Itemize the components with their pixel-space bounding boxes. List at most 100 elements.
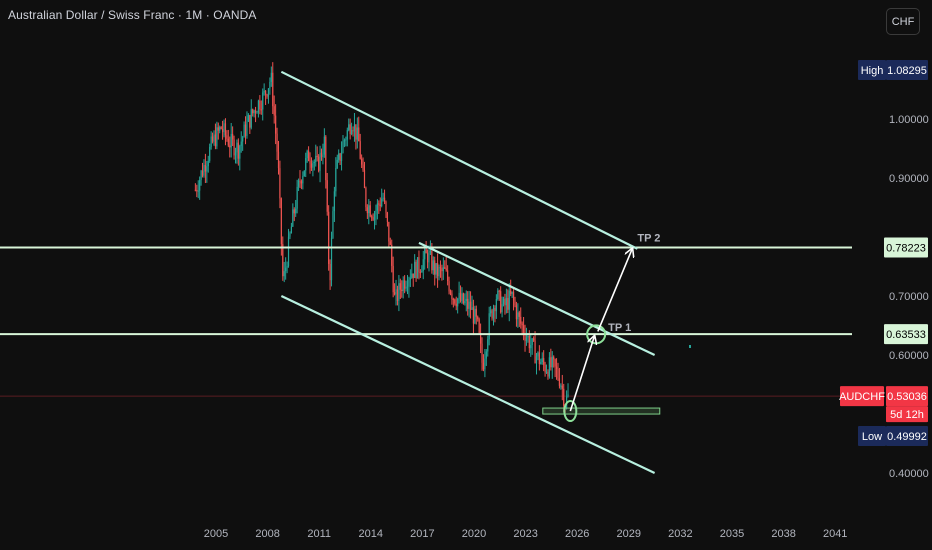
candle-body	[508, 290, 510, 310]
candle-body	[457, 298, 459, 307]
high-value-box	[886, 60, 928, 81]
candle-body	[469, 301, 472, 310]
candle-body	[302, 176, 304, 184]
candle-body	[468, 301, 470, 309]
candle-body	[365, 188, 367, 208]
candle-body	[462, 293, 464, 304]
candle-body	[350, 130, 353, 135]
candle-body	[398, 283, 400, 301]
high-label-text: High	[861, 65, 884, 77]
candle-body	[464, 301, 466, 304]
candle-body	[474, 308, 476, 324]
candle-body	[477, 316, 479, 320]
candle-body	[332, 211, 334, 238]
candle-body	[521, 323, 523, 326]
x-tick-2023: 2023	[513, 528, 537, 540]
audchf-symbol-text: AUDCHF	[839, 391, 885, 403]
candle-body	[475, 308, 477, 317]
candle-body	[553, 356, 555, 360]
candle-body	[501, 304, 503, 313]
candle-body	[439, 267, 442, 269]
candle-body	[455, 303, 457, 307]
candle-body	[204, 164, 206, 172]
candle-body	[382, 197, 384, 199]
candle-body	[246, 121, 248, 136]
candle-body	[307, 150, 310, 161]
low-label-text: Low	[862, 431, 882, 443]
candle-body	[431, 250, 433, 271]
candle-body	[363, 170, 366, 189]
candle-body	[200, 170, 202, 180]
candle-body	[216, 127, 218, 147]
candle-body	[242, 137, 244, 142]
candle-body	[280, 198, 282, 245]
candle-body	[352, 130, 354, 132]
candle-body	[224, 123, 227, 136]
candle-body	[392, 265, 394, 293]
candle-body	[561, 385, 563, 389]
candle-body	[527, 335, 529, 338]
y-tick-0.40000: 0.40000	[889, 468, 929, 480]
y-tick-0.90000: 0.90000	[889, 173, 929, 185]
candle-body	[538, 352, 540, 365]
low-value-text: 0.49992	[887, 431, 927, 443]
candle-body	[418, 257, 420, 273]
candle-body	[484, 358, 486, 370]
candle-body	[396, 289, 399, 301]
candle-body	[425, 249, 427, 254]
candle-body	[214, 134, 217, 147]
audchf-countdown-box	[886, 406, 928, 423]
x-tick-2011: 2011	[307, 528, 331, 540]
candle-body	[471, 307, 473, 310]
candle-body	[305, 158, 307, 171]
candle-body	[434, 260, 436, 275]
candle-body	[273, 106, 275, 116]
channel-2-upper-line	[418, 241, 656, 356]
candle-body	[524, 333, 526, 341]
candle-body	[259, 100, 261, 110]
candle-body	[232, 133, 234, 140]
chart-title: Australian Dollar / Swiss Franc · 1M · O…	[8, 8, 257, 22]
candle-body	[487, 339, 489, 352]
candle-body	[199, 179, 201, 191]
candle-body	[429, 250, 432, 253]
candle-body	[502, 298, 505, 305]
candle-body	[558, 378, 561, 386]
candle-body	[550, 357, 552, 368]
candle-body	[401, 289, 403, 292]
candle-body	[233, 139, 235, 156]
candle-body	[386, 212, 389, 222]
candle-body	[534, 340, 536, 364]
candle-body	[318, 156, 320, 171]
tp2-label: TP 2	[637, 232, 660, 244]
candle-body	[310, 163, 313, 168]
candle-body	[361, 158, 363, 165]
candle-body	[424, 249, 426, 260]
candle-body	[275, 115, 277, 134]
candle-body	[517, 312, 519, 320]
candle-body	[447, 270, 449, 281]
candle-body	[226, 135, 228, 139]
candle-body	[210, 136, 212, 147]
candle-body	[355, 124, 357, 140]
candle-body	[395, 289, 397, 295]
x-tick-2014: 2014	[359, 528, 383, 540]
low-label-box	[858, 426, 886, 446]
candle-body	[371, 216, 373, 218]
candle-body	[234, 152, 237, 156]
candle-body	[411, 273, 413, 278]
candle-body	[543, 358, 545, 365]
candle-body	[358, 127, 360, 142]
x-tick-2017: 2017	[410, 528, 434, 540]
high-label-box	[858, 60, 886, 81]
candle-body	[428, 252, 430, 263]
candle-body	[239, 145, 241, 159]
candle-body	[279, 168, 281, 199]
candle-body	[416, 257, 419, 279]
candle-body	[217, 127, 219, 131]
candle-body	[465, 298, 467, 302]
candle-body	[300, 181, 303, 184]
currency-button[interactable]: CHF	[886, 8, 920, 35]
candle-body	[292, 209, 294, 227]
